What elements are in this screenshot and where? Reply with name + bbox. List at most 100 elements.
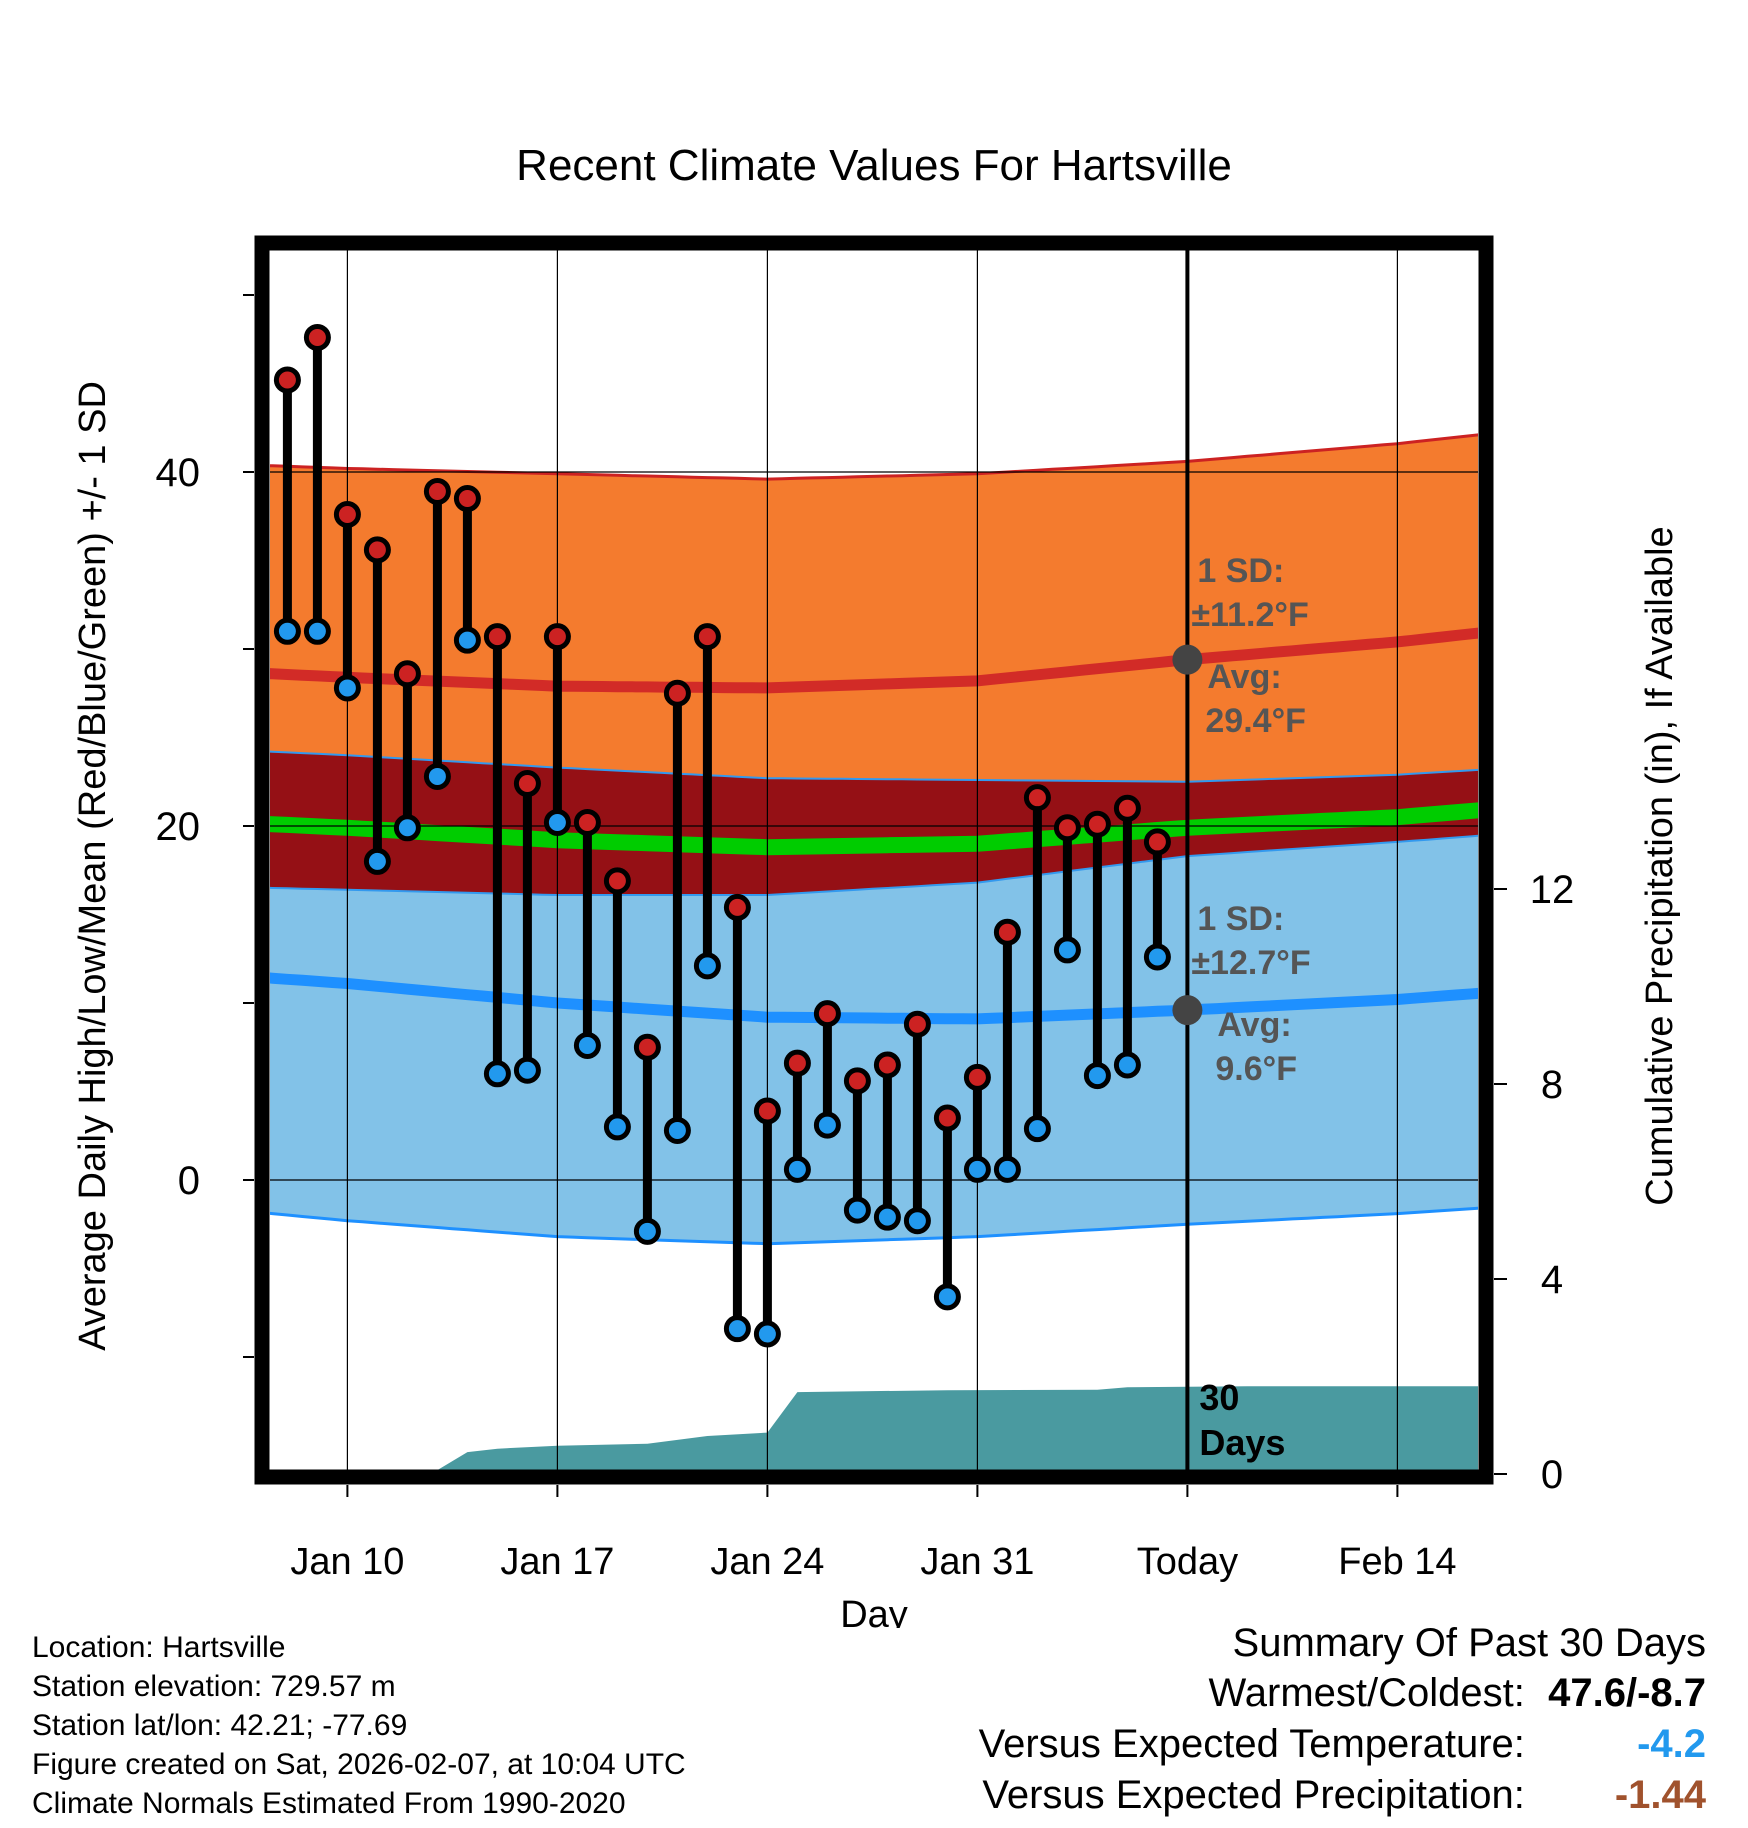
low-temp-point	[1113, 1051, 1141, 1079]
high-temp-point	[543, 623, 571, 651]
high-temp-point	[1113, 794, 1141, 822]
high-temp-point	[423, 477, 451, 505]
low-temp-point	[1023, 1115, 1051, 1143]
summary-panel: Summary Of Past 30 Days Warmest/Coldest:…	[979, 1618, 1706, 1821]
low-temp-point	[453, 626, 481, 654]
low-temp-point	[513, 1056, 541, 1084]
summary-warmest-row: Warmest/Coldest: 47.6/-8.7	[979, 1668, 1707, 1719]
high-temp-point	[873, 1051, 901, 1079]
high-temp-point	[483, 623, 511, 651]
low-temp-point	[543, 808, 571, 836]
summary-temp-row: Versus Expected Temperature: -4.2	[979, 1719, 1706, 1770]
high-temp-point	[453, 485, 481, 513]
station-info: Location: Hartsville Station elevation: …	[32, 1628, 686, 1823]
high-temp-point	[603, 867, 631, 895]
low-temp-point	[783, 1155, 811, 1183]
low-upper-line	[270, 834, 1478, 896]
high-temp-point	[303, 323, 331, 351]
x-tick-label: Jan 31	[920, 1541, 1034, 1583]
low-avg-label: Avg:	[1217, 1006, 1291, 1044]
summary-precip-value: -1.44	[1614, 1773, 1706, 1817]
high-temp-point	[1083, 810, 1111, 838]
high-temp-point	[1053, 814, 1081, 842]
y2-axis-label: Cumulative Precipitation (in), If Availa…	[1639, 526, 1681, 1205]
high-sd-value: ±11.2°F	[1191, 596, 1308, 634]
low-temp-point	[603, 1113, 631, 1141]
high-temp-point	[1023, 784, 1051, 812]
high-temp-point	[273, 366, 301, 394]
high-temp-point	[963, 1063, 991, 1091]
summary-temp-label: Versus Expected Temperature:	[978, 1722, 1525, 1766]
y2-tick-label: 8	[1541, 1063, 1563, 1107]
high-temp-point	[633, 1033, 661, 1061]
high-upper-line	[270, 433, 1478, 481]
y2-tick-label: 0	[1541, 1453, 1563, 1497]
high-temp-point	[753, 1097, 781, 1125]
low-temp-point	[663, 1116, 691, 1144]
low-sd-label: 1 SD:	[1197, 900, 1284, 938]
x-axis-label: Day	[840, 1594, 908, 1628]
low-temp-point	[633, 1217, 661, 1245]
low-temp-point	[1143, 943, 1171, 971]
summary-precip-row: Versus Expected Precipitation: -1.44	[979, 1770, 1706, 1821]
high-temp-point	[333, 500, 361, 528]
low-temp-point	[573, 1031, 601, 1059]
low-temp-point	[963, 1155, 991, 1183]
high-temp-point	[663, 679, 691, 707]
high-temp-point	[573, 808, 601, 836]
low-temp-point	[723, 1315, 751, 1343]
low-lower-line	[270, 1206, 1478, 1246]
high-sd-label: 1 SD:	[1197, 552, 1284, 590]
low-sd-band	[270, 835, 1478, 1244]
high-temp-point	[1143, 828, 1171, 856]
today-high-avg-dot	[1172, 644, 1203, 675]
normals-text: Climate Normals Estimated From 1990-2020	[32, 1787, 626, 1820]
high-avg-label: Avg:	[1207, 658, 1281, 696]
chart-title: Recent Climate Values For Hartsville	[516, 141, 1232, 190]
high-temp-point	[903, 1010, 931, 1038]
low-temp-point	[423, 762, 451, 790]
avg-mean-line	[270, 802, 1478, 856]
summary-temp-value: -4.2	[1637, 1722, 1706, 1766]
high-sd-band	[270, 434, 1478, 782]
high-mean-line	[270, 627, 1478, 694]
high-temp-point	[393, 660, 421, 688]
low-temp-point	[393, 814, 421, 842]
y-axis-label: Average Daily High/Low/Mean (Red/Blue/Gr…	[72, 381, 114, 1351]
low-temp-point	[843, 1196, 871, 1224]
x-tick-label: Jan 24	[710, 1541, 824, 1583]
y-tick-label: 40	[156, 451, 201, 495]
low-avg-value: 9.6°F	[1215, 1050, 1297, 1088]
low-temp-point	[873, 1203, 901, 1231]
x-tick-label: Feb 14	[1338, 1541, 1456, 1583]
low-temp-point	[903, 1207, 931, 1235]
low-temp-point	[483, 1060, 511, 1088]
low-temp-point	[303, 617, 331, 645]
low-temp-point	[333, 674, 361, 702]
low-temp-point	[993, 1155, 1021, 1183]
high-temp-point	[783, 1049, 811, 1077]
low-temp-point	[753, 1320, 781, 1348]
low-temp-point	[693, 952, 721, 980]
low-temp-point	[363, 847, 391, 875]
high-temp-point	[813, 1000, 841, 1028]
low-temp-point	[273, 617, 301, 645]
x-tick-label: Jan 17	[500, 1541, 614, 1583]
high-temp-point	[723, 893, 751, 921]
latlon-text: Station lat/lon: 42.21; -77.69	[32, 1709, 408, 1742]
high-avg-value: 29.4°F	[1205, 702, 1306, 740]
y2-tick-label: 12	[1530, 868, 1575, 912]
summary-warmest-label: Warmest/Coldest:	[1208, 1671, 1525, 1715]
low-mean-line	[270, 972, 1478, 1025]
plot-frame	[254, 235, 1494, 1485]
days-word-label: Days	[1199, 1422, 1285, 1463]
high-temp-point	[993, 918, 1021, 946]
summary-title: Summary Of Past 30 Days	[1232, 1621, 1706, 1665]
y-tick-label: 20	[156, 805, 201, 849]
days-count-label: 30	[1199, 1377, 1239, 1418]
low-temp-point	[933, 1283, 961, 1311]
low-temp-point	[1053, 936, 1081, 964]
high-temp-point	[693, 623, 721, 651]
high-temp-point	[933, 1104, 961, 1132]
